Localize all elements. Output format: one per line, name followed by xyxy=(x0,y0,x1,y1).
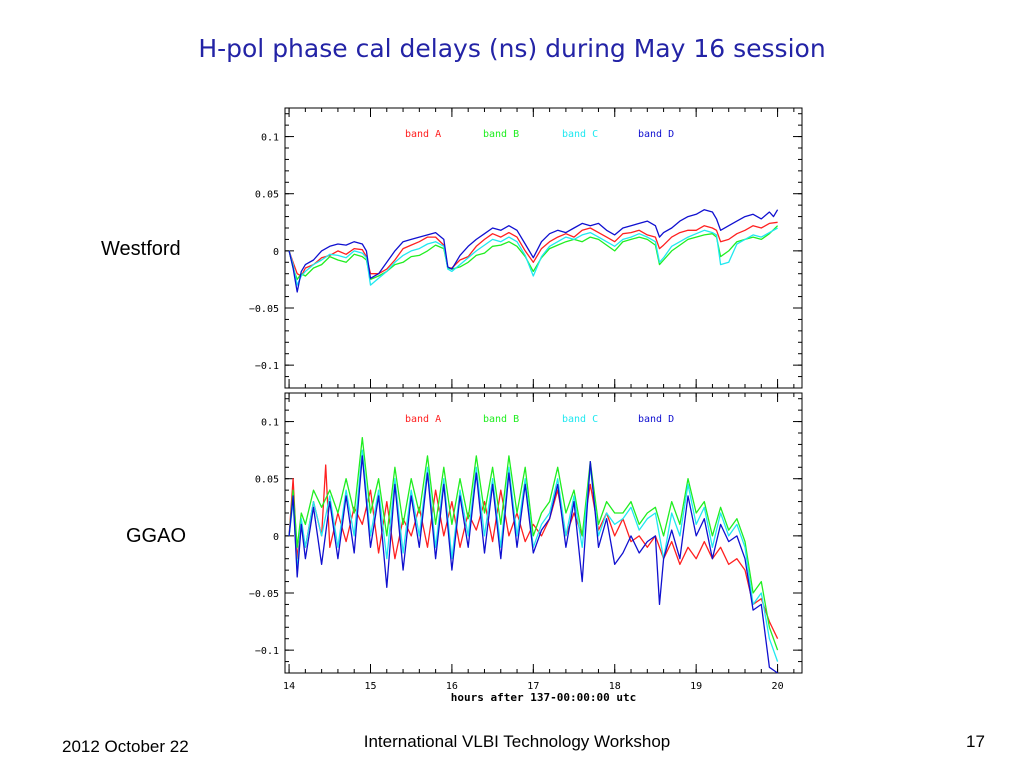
x-tick-label: 17 xyxy=(527,681,539,692)
series-line-band-a xyxy=(288,221,778,277)
y-tick-label: −0.05 xyxy=(249,589,279,600)
y-tick-label: 0.1 xyxy=(261,418,279,429)
plot-frame xyxy=(284,107,803,389)
series-line-band-d xyxy=(288,209,779,293)
x-tick-label: 19 xyxy=(690,681,702,692)
series-line-band-b xyxy=(288,436,779,651)
legend-band-c: band C xyxy=(562,129,598,140)
series-line-band-c xyxy=(288,449,779,662)
y-tick-label: 0 xyxy=(273,247,279,258)
panel-ggao: 0.1 0.05 0 −0.05 −0.1 14 15 16 17 18 19 20 hours aft… xyxy=(249,392,803,704)
x-tick-label: 18 xyxy=(609,681,621,692)
legend-band-c: band C xyxy=(562,414,598,425)
x-tick-label: 20 xyxy=(772,681,784,692)
x-tick-label: 15 xyxy=(364,681,376,692)
legend-band-b: band B xyxy=(483,129,519,140)
series-line-band-c xyxy=(288,227,778,286)
x-axis-label: hours after 137-00:00:00 utc xyxy=(451,691,636,704)
plot-frame xyxy=(284,392,803,674)
legend-band-a: band A xyxy=(405,129,441,140)
slide-title: H-pol phase cal delays (ns) during May 1… xyxy=(198,34,826,63)
y-tick-label: 0.1 xyxy=(261,133,279,144)
y-tick-label: −0.1 xyxy=(255,361,279,372)
y-tick-label: 0 xyxy=(273,532,279,543)
x-tick-label: 16 xyxy=(446,681,458,692)
footer-conference: International VLBI Technology Workshop xyxy=(363,732,671,751)
series-line-band-d xyxy=(288,455,778,674)
panel-westford: 0.1 0.05 0 −0.05 −0.1 band A band B band C band … xyxy=(249,107,803,389)
x-tick-label: 14 xyxy=(283,681,295,692)
station-label-westford: Westford xyxy=(101,238,181,260)
y-tick-label: 0.05 xyxy=(255,475,279,486)
footer-page-number: 17 xyxy=(966,732,985,751)
station-label-ggao: GGAO xyxy=(126,525,187,547)
y-tick-label: 0.05 xyxy=(255,190,279,201)
legend-band-d: band D xyxy=(638,129,674,140)
legend-band-b: band B xyxy=(483,414,519,425)
y-tick-label: −0.1 xyxy=(255,646,279,657)
footer-date: 2012 October 22 xyxy=(62,737,189,756)
legend-band-d: band D xyxy=(638,414,674,425)
y-tick-label: −0.05 xyxy=(249,304,279,315)
legend-band-a: band A xyxy=(405,414,441,425)
